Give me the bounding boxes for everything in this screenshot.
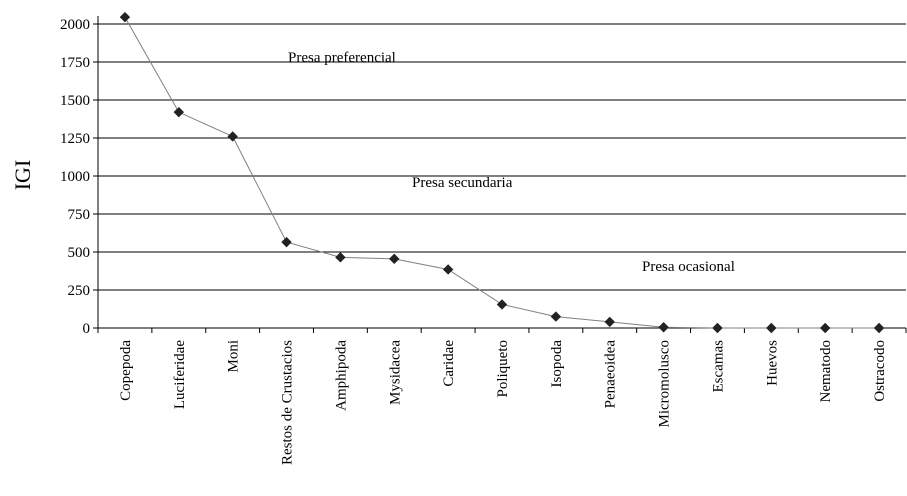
annotation-presa-secundaria: Presa secundaria xyxy=(412,175,513,191)
data-point-escamas xyxy=(712,322,723,334)
data-point-penaeoidea xyxy=(604,316,615,328)
x-tick-label: Nematodo xyxy=(818,340,834,402)
y-tick-labels: 0 250 500 750 1000 1250 1500 1750 2000 xyxy=(60,17,90,337)
data-point-luciferidae xyxy=(173,106,185,118)
x-tick-label: Amphipoda xyxy=(333,340,349,411)
data-point-micromolusco xyxy=(658,322,669,333)
data-point-amphipoda xyxy=(335,252,346,263)
data-point-ostracodo xyxy=(873,322,885,334)
data-point-restos-de-crustacios xyxy=(281,236,292,248)
y-axis-label: IGI xyxy=(10,160,35,191)
y-tick-label: 250 xyxy=(68,283,91,299)
x-tick-label: Mysidacea xyxy=(387,340,403,405)
x-tick-label: Poliqueto xyxy=(495,340,511,398)
x-tick-label: Luciferidae xyxy=(172,340,188,409)
series-line xyxy=(124,16,880,329)
data-point-huevos xyxy=(766,322,777,334)
data-point-copepoda xyxy=(119,11,131,23)
y-tick-label: 1250 xyxy=(60,131,90,147)
y-tick-label: 1750 xyxy=(60,55,90,71)
x-tick-label: Escamas xyxy=(710,340,726,393)
data-point-caridae xyxy=(442,264,454,275)
data-point-poliqueto xyxy=(496,299,508,310)
data-point-mysidacea xyxy=(389,253,400,265)
y-tick-label: 750 xyxy=(68,207,91,223)
x-tick-label: Huevos xyxy=(764,340,780,386)
x-tick-label: Restos de Crustacios xyxy=(280,340,296,465)
annotation-presa-preferencial: Presa preferencial xyxy=(288,50,396,66)
data-point-nematodo xyxy=(819,322,831,334)
y-tick-label: 1000 xyxy=(60,169,90,185)
data-point-moni xyxy=(227,131,238,142)
y-tick-label: 1500 xyxy=(60,93,90,109)
annotation-presa-ocasional: Presa ocasional xyxy=(642,259,735,275)
x-tick-label: Micromolusco xyxy=(657,340,673,428)
y-tick-label: 500 xyxy=(68,245,91,261)
x-tick-label: Isopoda xyxy=(549,340,565,388)
x-tick-label: Copepoda xyxy=(118,340,134,401)
gridlines xyxy=(98,23,906,291)
y-tick-label: 0 xyxy=(83,321,91,337)
data-point-isopoda xyxy=(550,311,562,322)
x-tick-label: Penaeoidea xyxy=(603,340,619,409)
x-tick-labels: Copepoda Luciferidae Moni Restos de Crustac… xyxy=(118,340,888,465)
x-tick-label: Caridae xyxy=(441,340,457,387)
x-tick-label: Moni xyxy=(226,340,242,373)
x-tick-label: Ostracodo xyxy=(872,340,888,402)
y-tick-label: 2000 xyxy=(60,17,90,33)
igi-series xyxy=(119,11,885,334)
